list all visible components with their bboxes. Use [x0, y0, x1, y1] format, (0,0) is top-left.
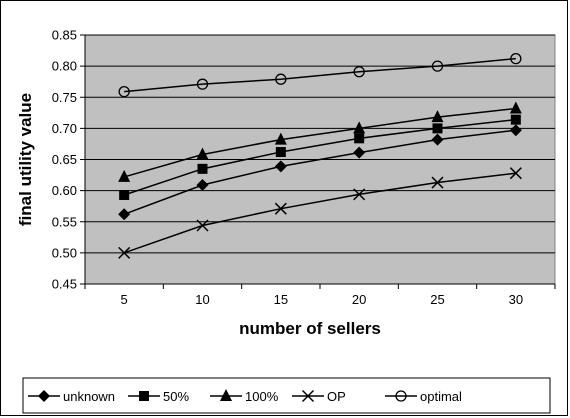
legend-label-50: 50% [163, 389, 189, 404]
data-point-unknown [509, 124, 522, 137]
x-axis: 5 10 15 20 25 30 [84, 283, 556, 307]
x-marker-stroke [196, 219, 209, 232]
y-axis-title: final utility value [16, 93, 35, 226]
y-tick-label: 0.45 [52, 277, 77, 292]
series-100 [118, 101, 522, 182]
data-point-100 [274, 132, 287, 145]
data-point-100 [509, 101, 522, 114]
data-point-50 [119, 189, 130, 200]
data-point-op [274, 202, 287, 215]
y-tick-label: 0.80 [52, 59, 77, 74]
x-tick-label: 20 [352, 292, 366, 307]
x-tick-label: 25 [430, 292, 444, 307]
x-tick-label: 15 [274, 292, 288, 307]
legend-marker-op [301, 389, 315, 403]
data-point-optimal [196, 78, 209, 90]
data-point-op [118, 246, 131, 259]
legend-item-unknown: unknown [28, 389, 115, 404]
series-50 [119, 114, 521, 200]
x-axis-title: number of sellers [239, 319, 381, 338]
data-point-50 [275, 147, 286, 158]
legend-item-50: 50% [128, 389, 189, 404]
data-point-unknown [118, 208, 131, 221]
legend-label-unknown: unknown [63, 389, 115, 404]
data-point-unknown [431, 133, 444, 146]
legend-label-op: OP [327, 389, 346, 404]
data-point-op [196, 219, 209, 232]
data-point-50 [197, 163, 208, 174]
data-point-100 [431, 110, 444, 123]
legend-item-optimal: optimal [385, 389, 462, 404]
data-point-50 [510, 114, 521, 125]
data-point-unknown [274, 160, 287, 173]
data-point-op [431, 176, 444, 189]
data-point-op [353, 188, 366, 201]
y-tick-label: 0.50 [52, 245, 77, 260]
legend-marker-optimal [395, 390, 407, 402]
series-op [118, 167, 522, 259]
data-point-op [509, 167, 522, 180]
data-point-unknown [353, 146, 366, 159]
grid-lines [85, 34, 555, 285]
y-tick-label: 0.60 [52, 183, 77, 198]
series-line-op [123, 172, 516, 254]
y-tick-label: 0.75 [52, 90, 77, 105]
series-optimal [118, 53, 522, 98]
x-tick-label: 5 [121, 292, 128, 307]
y-tick-label: 0.65 [52, 152, 77, 167]
legend-marker-50 [139, 391, 149, 401]
data-point-optimal [510, 53, 522, 65]
series-line-optimal [124, 57, 516, 93]
y-tick-label: 0.55 [52, 214, 77, 229]
x-marker-stroke [353, 188, 366, 201]
x-marker-stroke [431, 176, 444, 189]
legend-marker-100 [220, 389, 232, 401]
y-tick-label: 0.70 [52, 121, 77, 136]
legend-item-op: OP [292, 389, 346, 404]
data-point-100 [353, 121, 366, 134]
x-tick-label: 30 [509, 292, 523, 307]
legend-marker-unknown [38, 390, 50, 402]
legend-label-optimal: optimal [420, 389, 462, 404]
data-point-optimal [118, 85, 130, 98]
series-layer [118, 53, 522, 259]
legend-label-100: 100% [245, 389, 279, 404]
series-line-unknown [123, 129, 516, 215]
data-point-50 [354, 133, 365, 144]
y-tick-label: 0.85 [52, 28, 77, 43]
data-point-100 [196, 147, 209, 160]
x-tick-label: 10 [195, 292, 209, 307]
data-point-optimal [275, 73, 287, 85]
data-point-optimal [431, 60, 444, 72]
y-axis: 0.45 0.50 0.55 0.60 0.65 0.70 0.75 0.80 0.85 [52, 28, 86, 292]
data-point-unknown [196, 179, 209, 192]
series-unknown [118, 124, 522, 221]
x-marker-stroke [509, 167, 522, 180]
data-point-100 [118, 169, 131, 182]
legend-box [22, 377, 551, 414]
data-point-50 [432, 123, 443, 134]
data-point-optimal [353, 66, 365, 78]
x-marker-stroke [274, 202, 287, 215]
legend-item-100: 100% [210, 389, 279, 404]
x-marker-stroke [118, 246, 131, 259]
series-line-100 [123, 107, 516, 178]
x-marker-stroke [301, 389, 315, 403]
legend: unknown 50% 100% OP optimal [22, 377, 551, 414]
series-line-50 [123, 118, 516, 196]
